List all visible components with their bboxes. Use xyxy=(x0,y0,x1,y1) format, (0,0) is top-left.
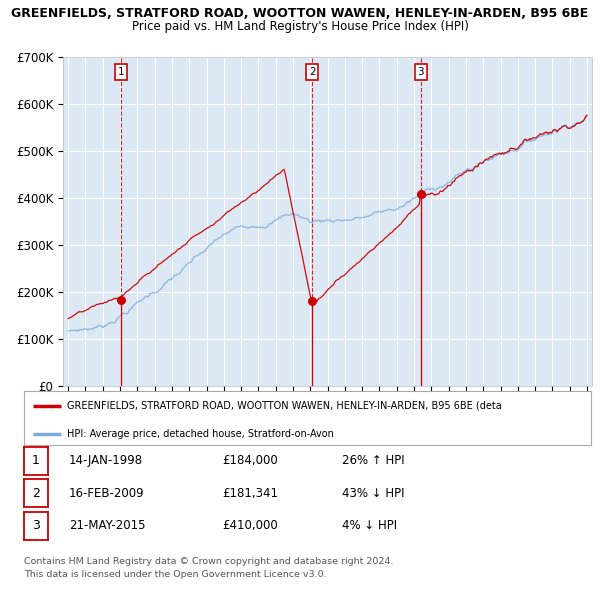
Text: 43% ↓ HPI: 43% ↓ HPI xyxy=(342,487,404,500)
Text: 1: 1 xyxy=(32,454,40,467)
Text: 2: 2 xyxy=(32,487,40,500)
Text: 21-MAY-2015: 21-MAY-2015 xyxy=(69,519,146,532)
Text: GREENFIELDS, STRATFORD ROAD, WOOTTON WAWEN, HENLEY-IN-ARDEN, B95 6BE: GREENFIELDS, STRATFORD ROAD, WOOTTON WAW… xyxy=(11,7,589,20)
Text: £184,000: £184,000 xyxy=(222,454,278,467)
Text: Price paid vs. HM Land Registry's House Price Index (HPI): Price paid vs. HM Land Registry's House … xyxy=(131,20,469,33)
Text: GREENFIELDS, STRATFORD ROAD, WOOTTON WAWEN, HENLEY-IN-ARDEN, B95 6BE (deta: GREENFIELDS, STRATFORD ROAD, WOOTTON WAW… xyxy=(67,401,501,411)
Text: 2: 2 xyxy=(309,67,316,77)
Text: 4% ↓ HPI: 4% ↓ HPI xyxy=(342,519,397,532)
Text: Contains HM Land Registry data © Crown copyright and database right 2024.: Contains HM Land Registry data © Crown c… xyxy=(24,558,394,566)
Text: 3: 3 xyxy=(418,67,424,77)
Text: 16-FEB-2009: 16-FEB-2009 xyxy=(69,487,145,500)
Text: £410,000: £410,000 xyxy=(222,519,278,532)
Text: £181,341: £181,341 xyxy=(222,487,278,500)
Text: 3: 3 xyxy=(32,519,40,532)
Text: 26% ↑ HPI: 26% ↑ HPI xyxy=(342,454,404,467)
Text: HPI: Average price, detached house, Stratford-on-Avon: HPI: Average price, detached house, Stra… xyxy=(67,428,334,438)
Text: 1: 1 xyxy=(118,67,124,77)
Text: This data is licensed under the Open Government Licence v3.0.: This data is licensed under the Open Gov… xyxy=(24,571,326,579)
Text: 14-JAN-1998: 14-JAN-1998 xyxy=(69,454,143,467)
